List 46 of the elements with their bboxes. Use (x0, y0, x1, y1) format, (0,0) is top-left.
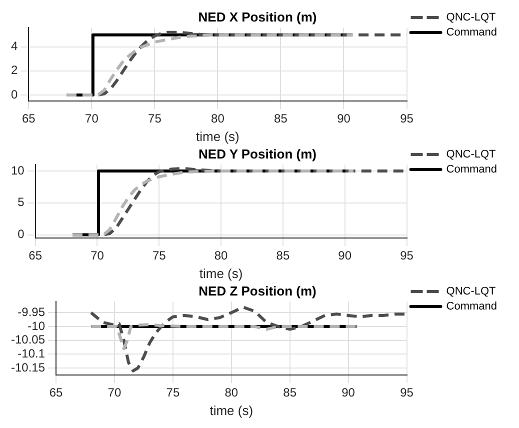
legend-label: Command (446, 164, 498, 176)
line-series (90, 323, 358, 350)
legend-label: QNC-LQT (446, 286, 496, 298)
x-tick-label: 70 (85, 112, 99, 126)
legend-label: Command (446, 26, 498, 39)
x-tick-label: 75 (152, 248, 166, 263)
legend-label: Command (446, 300, 498, 313)
legend-label: QNC-LQT (446, 148, 496, 161)
y-tick-label: 0 (18, 227, 25, 242)
y-tick-label: -10 (28, 318, 46, 333)
x-tick-label: 85 (276, 248, 290, 263)
x-tick-label: 65 (28, 248, 42, 263)
y-tick-label: -10.1 (18, 346, 46, 361)
x-tick-label: 95 (400, 386, 414, 400)
x-tick-label: 95 (400, 112, 414, 126)
chart-title: NED X Position (m) (198, 9, 317, 24)
legend-label: QNC-LQT (446, 12, 496, 24)
x-axis-title: time (s) (196, 128, 240, 144)
x-tick-label: 80 (214, 248, 228, 263)
x-tick-label: 65 (22, 112, 36, 126)
x-tick-label: 85 (274, 112, 288, 126)
y-tick-label: 4 (10, 39, 18, 54)
y-tick-label: 10 (10, 163, 25, 178)
chart-title: NED Y Position (m) (198, 146, 316, 162)
y-tick-label: -10.15 (10, 360, 46, 374)
x-tick-label: 90 (337, 112, 351, 126)
x-axis-title: time (s) (199, 266, 243, 281)
y-tick-label: -10.05 (10, 332, 46, 347)
x-tick-label: 75 (166, 386, 180, 400)
x-tick-label: 75 (148, 112, 162, 126)
x-tick-label: 90 (338, 248, 352, 263)
line-series (90, 306, 407, 372)
y-tick-label: 5 (18, 195, 25, 210)
x-tick-label: 80 (224, 386, 238, 400)
x-axis-title: time (s) (210, 402, 254, 418)
x-tick-label: 70 (108, 386, 122, 400)
x-tick-label: 90 (342, 386, 356, 400)
y-tick-label: -9.95 (18, 304, 46, 319)
y-tick-label: 0 (10, 87, 18, 102)
x-tick-label: 80 (211, 112, 225, 126)
x-tick-label: 70 (90, 248, 104, 263)
y-tick-label: 2 (10, 63, 18, 78)
chart-title: NED Z Position (m) (198, 283, 316, 298)
x-tick-label: 85 (283, 386, 297, 400)
x-tick-label: 95 (400, 248, 414, 263)
x-tick-label: 65 (49, 386, 64, 400)
